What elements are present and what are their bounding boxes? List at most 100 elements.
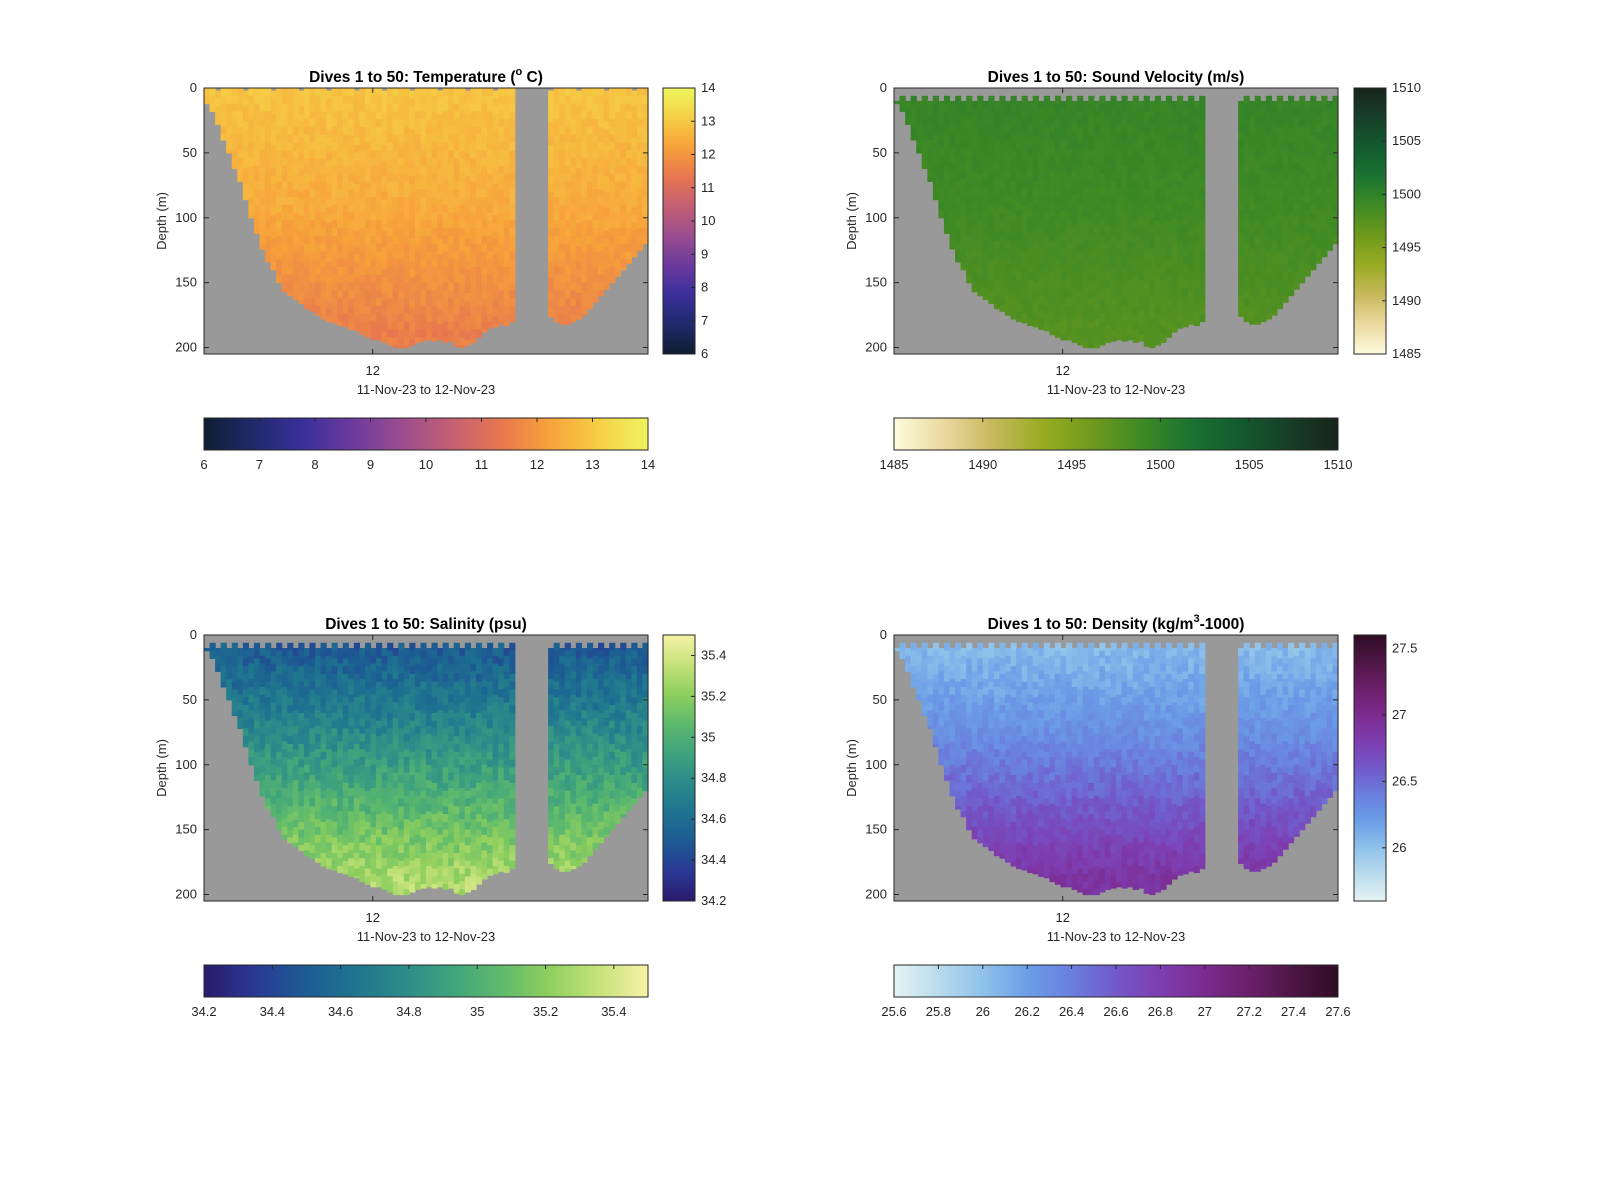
data-cell (464, 168, 471, 177)
data-cell (303, 671, 311, 680)
data-cell (303, 725, 311, 735)
data-cell (1116, 139, 1123, 149)
data-cell (592, 282, 599, 292)
data-cell (292, 220, 299, 229)
data-cell (398, 274, 405, 284)
data-cell (448, 274, 455, 284)
data-cell (1299, 274, 1306, 284)
data-cell (1165, 274, 1173, 284)
data-cell (564, 119, 571, 128)
data-cell (620, 142, 627, 151)
data-cell (376, 88, 383, 97)
data-cell (960, 202, 967, 211)
data-cell (1121, 95, 1128, 105)
data-cell (1171, 225, 1178, 234)
data-cell (1182, 272, 1189, 281)
data-cell (315, 710, 322, 719)
data-cell (1132, 212, 1139, 221)
data-cell (337, 702, 344, 711)
data-cell (1043, 313, 1050, 323)
data-cell (625, 204, 632, 214)
data-cell (592, 158, 599, 167)
data-cell (431, 119, 438, 128)
data-cell (603, 90, 610, 99)
data-cell (353, 160, 360, 170)
data-cell (932, 111, 939, 120)
data-cell (1165, 228, 1173, 237)
data-cell (298, 642, 305, 652)
data-cell (298, 650, 305, 659)
data-cell (276, 705, 283, 714)
data-cell (1271, 124, 1278, 133)
data-cell (426, 741, 433, 750)
data-cell (253, 88, 261, 97)
data-cell (938, 147, 945, 157)
data-cell (509, 305, 516, 315)
data-cell (320, 673, 327, 683)
data-cell (498, 103, 505, 112)
data-cell (1182, 209, 1189, 219)
data-cell (414, 251, 422, 260)
data-cell (1310, 134, 1317, 144)
data-cell (270, 199, 277, 208)
data-cell (1271, 280, 1278, 289)
data-cell (1149, 272, 1156, 281)
data-cell (265, 775, 272, 784)
data-cell (331, 150, 338, 159)
data-cell (916, 124, 923, 133)
data-cell (370, 88, 377, 97)
data-cell (1049, 287, 1056, 297)
data-cell (1099, 134, 1106, 144)
data-cell (971, 100, 978, 110)
data-cell (1160, 178, 1167, 188)
data-cell (309, 697, 316, 706)
data-cell (982, 124, 989, 133)
data-cell (392, 173, 399, 183)
data-cell (1165, 305, 1173, 315)
data-cell (281, 282, 288, 292)
data-cell (1265, 305, 1272, 315)
data-cell (1321, 212, 1328, 221)
data-cell (298, 129, 305, 138)
data-cell (1188, 204, 1195, 214)
data-cell (993, 225, 1001, 234)
data-cell (459, 337, 466, 346)
data-cell (949, 132, 956, 141)
data-cell (971, 147, 978, 157)
data-cell (387, 705, 394, 714)
data-cell (598, 134, 605, 144)
data-cell (1066, 290, 1073, 299)
data-cell (1060, 311, 1067, 320)
data-cell (431, 142, 438, 151)
data-cell (276, 189, 283, 198)
data-cell (270, 725, 277, 735)
data-cell (248, 111, 255, 120)
data-cell (1165, 189, 1173, 198)
data-cell (625, 220, 632, 229)
data-cell (1104, 241, 1112, 250)
data-cell (292, 251, 299, 260)
data-cell (320, 95, 327, 105)
data-cell (548, 152, 555, 162)
data-cell (1143, 259, 1150, 268)
data-cell (949, 186, 956, 195)
data-cell (231, 642, 238, 652)
data-cell (1110, 329, 1117, 338)
data-cell (426, 95, 433, 105)
data-cell (381, 827, 388, 836)
data-cell (387, 220, 394, 229)
data-cell (292, 827, 299, 836)
data-cell (1299, 259, 1306, 268)
data-cell (999, 243, 1006, 253)
data-cell (426, 134, 433, 144)
data-cell (1066, 189, 1073, 198)
data-cell (598, 95, 605, 105)
data-cell (1332, 119, 1339, 128)
data-cell (1138, 147, 1145, 157)
data-cell (403, 694, 410, 704)
data-cell (398, 329, 405, 338)
data-cell (938, 132, 945, 141)
data-cell (553, 305, 560, 315)
data-cell (1160, 334, 1167, 343)
data-cell (281, 235, 288, 245)
